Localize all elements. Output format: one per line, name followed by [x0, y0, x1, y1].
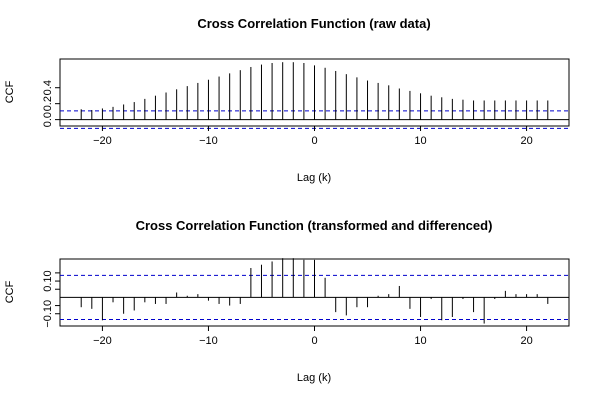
y-axis-ticks: −0.10 0.10 [42, 270, 60, 328]
ccf-raw-panel: Cross Correlation Function (raw data) −2… [4, 16, 570, 184]
x-tick-label: 0 [311, 135, 317, 147]
x-axis-label: Lag (k) [297, 172, 331, 184]
y-tick-label: 0.0 [42, 112, 54, 127]
x-tick-label: 10 [414, 135, 426, 147]
ccf-transformed-panel: Cross Correlation Function (transformed … [4, 218, 570, 384]
y-tick-label: 0.4 [42, 80, 54, 95]
x-axis-ticks: −20 −10 0 10 20 [93, 326, 533, 347]
x-tick-label: −20 [93, 335, 112, 347]
x-tick-label: 20 [520, 135, 532, 147]
y-axis-label: CCF [4, 80, 16, 103]
chart-title: Cross Correlation Function (raw data) [197, 16, 430, 31]
x-tick-label: 20 [520, 335, 532, 347]
x-tick-label: 0 [311, 335, 317, 347]
x-tick-label: −10 [199, 335, 218, 347]
x-tick-label: 10 [414, 335, 426, 347]
x-axis-ticks: −20 −10 0 10 20 [93, 126, 533, 147]
y-axis-ticks: 0.00.20.4 [42, 80, 60, 127]
y-tick-label: 0.10 [42, 270, 54, 291]
x-tick-label: −20 [93, 135, 112, 147]
y-tick-label: 0.2 [42, 96, 54, 111]
x-axis-label: Lag (k) [297, 372, 331, 384]
y-axis-label: CCF [4, 280, 16, 303]
ccf-bars [60, 258, 569, 324]
chart-title: Cross Correlation Function (transformed … [136, 218, 493, 233]
y-tick-label: −0.10 [42, 300, 54, 328]
x-tick-label: −10 [199, 135, 218, 147]
